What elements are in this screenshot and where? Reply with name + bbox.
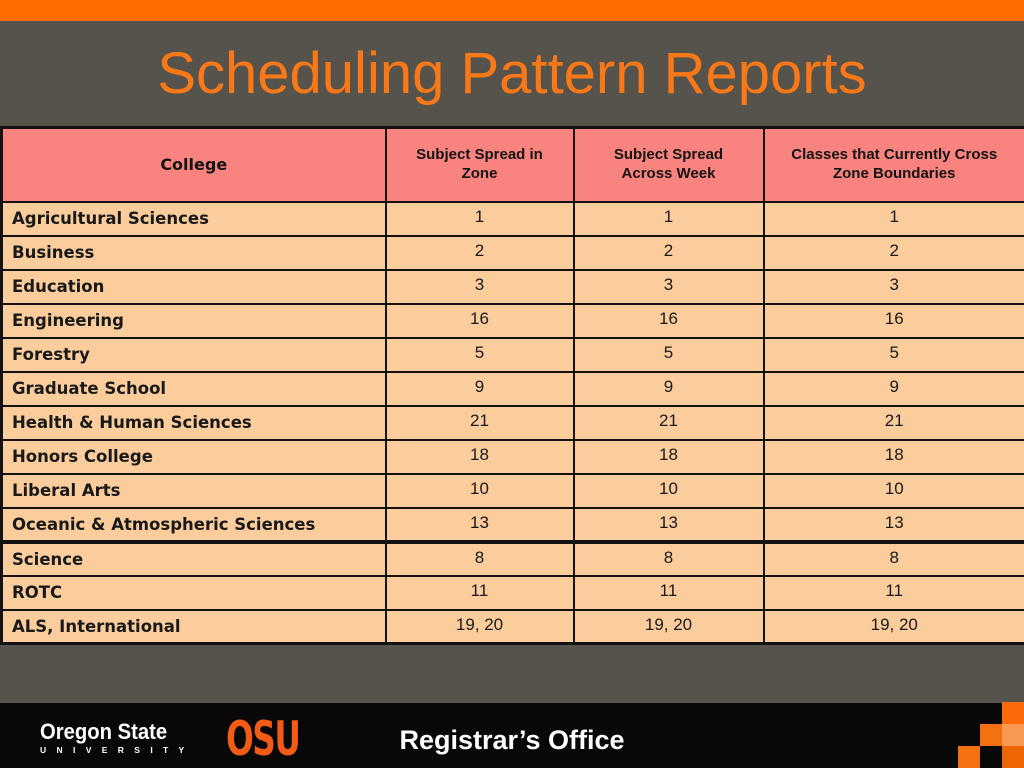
value-cell: 21 (762, 404, 1024, 441)
osu-logo: Oregon State U N I V E R S I T Y OSU (40, 715, 320, 762)
college-name: Engineering (0, 302, 387, 339)
value-cell: 9 (762, 370, 1024, 407)
registrars-office-label: Registrar’s Office (399, 725, 625, 755)
value-cell: 5 (572, 336, 765, 373)
value-cell: 19, 20 (572, 608, 765, 645)
college-name: Forestry (0, 336, 387, 373)
value-cell: 3 (762, 268, 1024, 305)
value-cell: 18 (762, 438, 1024, 475)
value-cell: 18 (572, 438, 765, 475)
value-cell: 10 (384, 472, 575, 509)
table-row: Forestry 5 5 5 (0, 336, 1024, 373)
table-row: Liberal Arts 10 10 10 (0, 472, 1024, 509)
value-cell: 21 (572, 404, 765, 441)
college-name: Science (0, 539, 387, 577)
table-row: Science 8 8 8 (0, 539, 1024, 577)
table-row: Agricultural Sciences 1 1 1 (0, 200, 1024, 237)
value-cell: 3 (572, 268, 765, 305)
value-cell: 16 (762, 302, 1024, 339)
value-cell: 1 (572, 200, 765, 237)
value-cell: 13 (384, 506, 575, 543)
table-row: Graduate School 9 9 9 (0, 370, 1024, 407)
university-wordmark: U N I V E R S I T Y (40, 745, 189, 755)
value-cell: 10 (762, 472, 1024, 509)
table-row: Health & Human Sciences 21 21 21 (0, 404, 1024, 441)
top-accent-bar (0, 0, 1024, 21)
college-name: Liberal Arts (0, 472, 387, 509)
table-row: ALS, International 19, 20 19, 20 19, 20 (0, 608, 1024, 645)
value-cell: 5 (762, 336, 1024, 373)
scheduling-pattern-table: College Subject Spread in Zone Subject S… (0, 126, 1024, 645)
value-cell: 11 (762, 574, 1024, 611)
college-name: ROTC (0, 574, 387, 611)
checker-square (980, 724, 1002, 746)
checker-square (958, 746, 980, 768)
table-header-row: College Subject Spread in Zone Subject S… (0, 126, 1024, 203)
college-name: Business (0, 234, 387, 271)
value-cell: 10 (572, 472, 765, 509)
college-name: ALS, International (0, 608, 387, 645)
column-header-subject-spread-across-week: Subject Spread Across Week (572, 126, 765, 203)
value-cell: 18 (384, 438, 575, 475)
value-cell: 19, 20 (384, 608, 575, 645)
slide-title: Scheduling Pattern Reports (157, 41, 867, 106)
value-cell: 2 (572, 234, 765, 271)
value-cell: 16 (384, 302, 575, 339)
value-cell: 11 (384, 574, 575, 611)
college-name: Education (0, 268, 387, 305)
value-cell: 13 (572, 506, 765, 543)
footer-bar: Oregon State U N I V E R S I T Y OSU Reg… (0, 703, 1024, 768)
table-row: Business 2 2 2 (0, 234, 1024, 271)
college-name: Health & Human Sciences (0, 404, 387, 441)
value-cell: 8 (762, 539, 1024, 577)
value-cell: 3 (384, 268, 575, 305)
value-cell: 11 (572, 574, 765, 611)
college-name: Agricultural Sciences (0, 200, 387, 237)
value-cell: 8 (572, 539, 765, 577)
value-cell: 2 (384, 234, 575, 271)
value-cell: 1 (762, 200, 1024, 237)
checker-square (1002, 724, 1024, 746)
value-cell: 8 (384, 539, 575, 577)
checker-square (1002, 702, 1024, 724)
value-cell: 1 (384, 200, 575, 237)
column-header-college: College (0, 126, 387, 203)
column-header-subject-spread-in-zone: Subject Spread in Zone (384, 126, 575, 203)
value-cell: 2 (762, 234, 1024, 271)
value-cell: 21 (384, 404, 575, 441)
value-cell: 5 (384, 336, 575, 373)
column-header-classes-cross-zone-boundaries: Classes that Currently Cross Zone Bounda… (762, 126, 1024, 203)
pixel-checker-decoration (958, 702, 1024, 768)
value-cell: 16 (572, 302, 765, 339)
table-row: Education 3 3 3 (0, 268, 1024, 305)
table-row: ROTC 11 11 11 (0, 574, 1024, 611)
value-cell: 13 (762, 506, 1024, 543)
osu-acronym-logo: OSU (226, 711, 301, 767)
table-row: Oceanic & Atmospheric Sciences 13 13 13 (0, 506, 1024, 543)
college-name: Honors College (0, 438, 387, 475)
title-band: Scheduling Pattern Reports (0, 21, 1024, 126)
table-row: Engineering 16 16 16 (0, 302, 1024, 339)
college-name: Oceanic & Atmospheric Sciences (0, 506, 387, 543)
value-cell: 9 (384, 370, 575, 407)
oregon-state-wordmark: Oregon State (40, 719, 168, 744)
osu-wordmark: Oregon State U N I V E R S I T Y (40, 719, 190, 756)
checker-square (1002, 746, 1024, 768)
college-name: Graduate School (0, 370, 387, 407)
table-row: Honors College 18 18 18 (0, 438, 1024, 475)
value-cell: 9 (572, 370, 765, 407)
value-cell: 19, 20 (762, 608, 1024, 645)
